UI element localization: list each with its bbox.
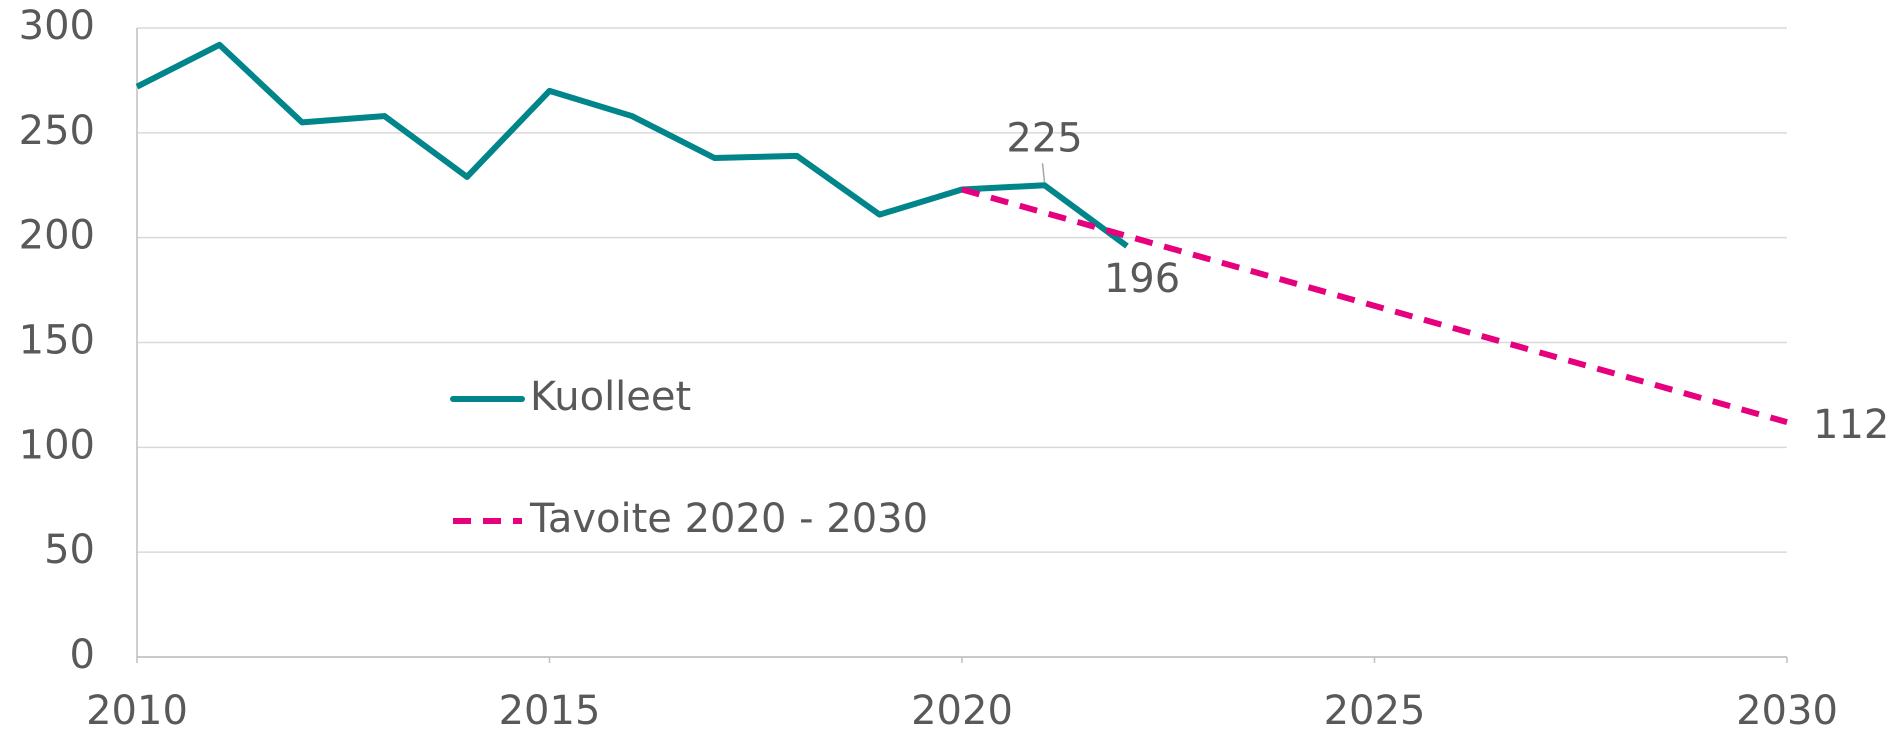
leader-line (1041, 163, 1046, 183)
line (961, 186, 1788, 426)
legend-label: Tavoite 2020 - 2030 (529, 496, 928, 542)
x-tick-label: 2030 (1736, 688, 1838, 733)
x-tick-label: 2020 (911, 688, 1013, 733)
data-label: 196 (1104, 256, 1180, 302)
y-tick-label: 200 (19, 213, 95, 259)
y-tick-label: 250 (19, 108, 95, 154)
line (135, 41, 1129, 249)
y-tick-label: 0 (70, 632, 95, 678)
x-tick-label: 2015 (499, 688, 601, 733)
y-tick-label: 100 (19, 422, 95, 468)
legend-label: Kuolleet (530, 374, 691, 420)
y-tick-label: 150 (19, 318, 95, 364)
y-tick-label: 300 (19, 3, 95, 49)
data-label: 112 (1813, 402, 1889, 448)
y-tick-label: 50 (44, 527, 95, 573)
x-tick-label: 2025 (1324, 688, 1426, 733)
data-label: 225 (1006, 115, 1082, 161)
x-tick-label: 2010 (86, 688, 188, 733)
